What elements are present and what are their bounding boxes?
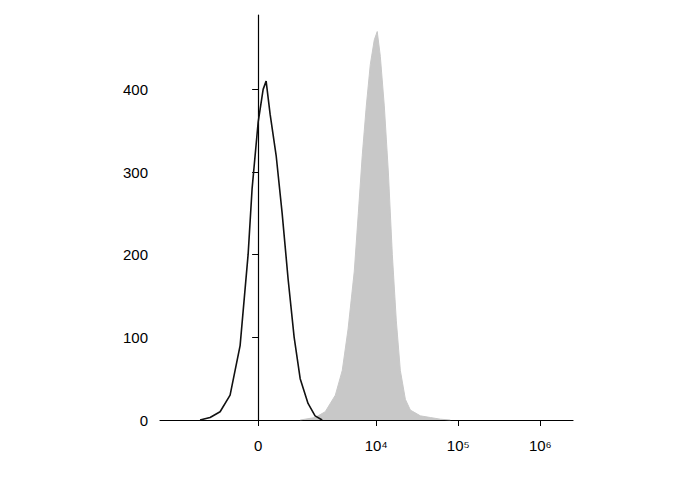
svg-text:0: 0: [140, 412, 148, 429]
svg-text:100: 100: [123, 329, 148, 346]
svg-text:0: 0: [254, 437, 262, 454]
svg-text:200: 200: [123, 246, 148, 263]
svg-text:10⁵: 10⁵: [447, 437, 470, 454]
svg-text:400: 400: [123, 81, 148, 98]
svg-text:10⁴: 10⁴: [365, 437, 388, 454]
svg-text:10⁶: 10⁶: [529, 437, 552, 454]
svg-text:300: 300: [123, 164, 148, 181]
